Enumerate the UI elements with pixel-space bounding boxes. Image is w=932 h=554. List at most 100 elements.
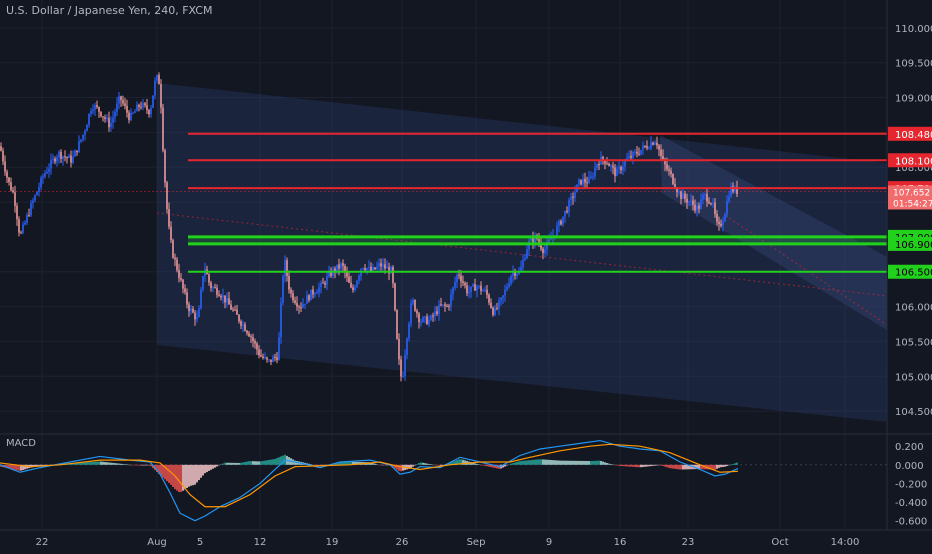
candle-body: [118, 96, 120, 104]
macd-hist-bar: [682, 464, 684, 470]
candle-body: [560, 220, 562, 225]
macd-hist-bar: [486, 464, 488, 467]
candle-body: [26, 215, 28, 223]
candle-body: [380, 263, 382, 267]
candle-body: [592, 176, 594, 178]
macd-hist-bar: [344, 461, 346, 465]
macd-hist-bar: [608, 463, 610, 465]
candle-body: [650, 142, 652, 149]
candle-body: [272, 356, 274, 363]
candle-body: [676, 188, 678, 193]
macd-hist-bar: [24, 464, 26, 470]
candle-body: [530, 238, 532, 242]
candle-body: [590, 176, 592, 178]
candle-body: [492, 307, 494, 315]
macd-hist-bar: [116, 463, 118, 465]
candle-body: [424, 316, 426, 318]
candle-body: [496, 307, 498, 309]
candle-body: [550, 238, 552, 240]
macd-hist-bar: [392, 464, 394, 468]
macd-hist-bar: [172, 464, 174, 487]
candle-body: [128, 112, 130, 121]
macd-hist-bar: [248, 461, 250, 465]
macd-hist-bar: [216, 464, 218, 467]
candle-body: [140, 106, 142, 108]
candle-body: [714, 202, 716, 214]
candle-body: [366, 268, 368, 271]
candle-body: [60, 151, 62, 159]
macd-hist-bar: [506, 464, 508, 466]
macd-hist-bar: [696, 464, 698, 470]
candle-body: [452, 287, 454, 295]
macd-hist-bar: [664, 464, 666, 467]
macd-tick-label: -0.200: [895, 479, 927, 490]
macd-hist-bar: [266, 460, 268, 465]
candle-body: [62, 156, 64, 159]
candle-body: [570, 196, 572, 201]
macd-hist-bar: [508, 464, 510, 465]
macd-hist-bar: [76, 462, 78, 465]
macd-hist-bar: [734, 463, 736, 465]
candle-body: [92, 109, 94, 112]
candle-body: [174, 257, 176, 260]
candle-body: [428, 319, 430, 325]
macd-hist-bar: [106, 462, 108, 465]
macd-hist-bar: [232, 462, 234, 465]
candle-body: [368, 266, 370, 269]
macd-hist-bar: [220, 464, 222, 465]
candle-body: [668, 169, 670, 171]
candle-body: [124, 103, 126, 106]
candle-body: [712, 202, 714, 204]
macd-hist-bar: [438, 464, 440, 466]
macd-hist-bar: [604, 462, 606, 465]
candle-body: [718, 221, 720, 224]
candle-body: [470, 286, 472, 293]
macd-hist-bar: [342, 461, 344, 465]
candle-body: [108, 117, 110, 128]
macd-hist-bar: [196, 464, 198, 483]
candle-body: [328, 272, 330, 277]
candle-body: [610, 165, 612, 167]
candle-body: [376, 266, 378, 270]
candle-body: [716, 213, 718, 222]
candle-body: [50, 159, 52, 169]
candle-body: [32, 200, 34, 204]
macd-hist-bar: [224, 462, 226, 465]
macd-hist-bar: [186, 464, 188, 489]
macd-hist-bar: [432, 464, 434, 466]
macd-hist-bar: [144, 464, 146, 466]
candle-body: [120, 96, 122, 101]
macd-hist-bar: [352, 461, 354, 465]
candle-body: [130, 112, 132, 121]
candle-body: [594, 167, 596, 177]
macd-hist-bar: [598, 460, 600, 465]
candle-body: [98, 107, 100, 112]
macd-hist-bar: [440, 464, 442, 466]
candle-body: [208, 274, 210, 283]
candle-body: [624, 160, 626, 167]
macd-hist-bar: [660, 464, 662, 466]
macd-hist-bar: [662, 464, 664, 467]
candle-body: [362, 268, 364, 270]
macd-hist-bar: [140, 464, 142, 466]
macd-hist-bar: [728, 464, 730, 466]
candle-body: [52, 158, 54, 160]
macd-hist-bar: [702, 464, 704, 470]
candle-body: [4, 161, 6, 172]
macd-hist-bar: [652, 464, 654, 466]
macd-hist-bar: [174, 464, 176, 490]
macd-hist-bar: [102, 461, 104, 465]
macd-hist-bar: [564, 460, 566, 465]
candle-body: [608, 163, 610, 167]
macd-hist-bar: [182, 464, 184, 491]
macd-hist-bar: [548, 459, 550, 465]
macd-hist-bar: [614, 464, 616, 466]
candle-body: [56, 157, 58, 162]
candle-body: [186, 292, 188, 305]
candle-body: [142, 103, 144, 108]
candle-body: [408, 323, 410, 339]
candle-body: [230, 304, 232, 310]
candle-body: [394, 283, 396, 311]
